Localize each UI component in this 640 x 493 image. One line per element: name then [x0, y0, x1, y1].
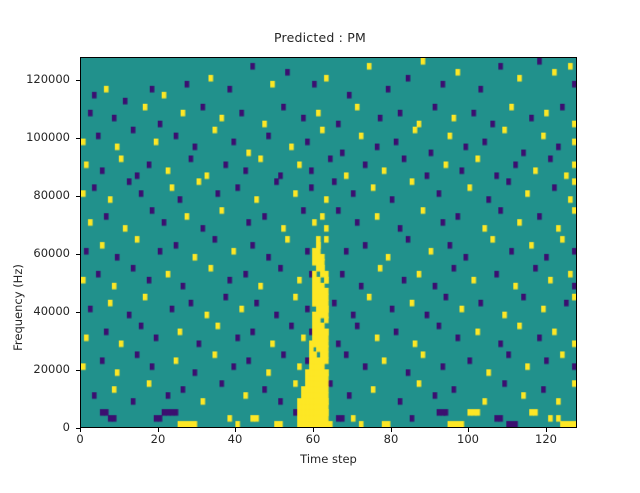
y-tick-label: 0: [62, 420, 70, 434]
heatmap-canvas: [81, 58, 576, 427]
x-tick-label: 40: [227, 432, 243, 446]
y-tick-label: 120000: [26, 72, 70, 86]
y-tick-mark: [76, 254, 80, 255]
y-tick-mark: [76, 80, 80, 81]
x-tick-label: 100: [457, 432, 479, 446]
y-tick-mark: [76, 138, 80, 139]
x-tick-label: 0: [76, 432, 84, 446]
x-tick-mark: [391, 428, 392, 432]
x-tick-mark: [546, 428, 547, 432]
y-tick-label: 60000: [33, 246, 70, 260]
x-tick-mark: [80, 428, 81, 432]
y-tick-mark: [76, 312, 80, 313]
x-tick-mark: [158, 428, 159, 432]
heatmap-axes: [80, 57, 577, 428]
y-axis-label-wrap: Frequency (Hz): [10, 57, 26, 428]
x-tick-label: 120: [535, 432, 557, 446]
y-tick-label: 20000: [33, 362, 70, 376]
y-tick-mark: [76, 370, 80, 371]
x-tick-mark: [313, 428, 314, 432]
matplotlib-figure: Predicted : PM 0 20000 40000 60000 80000 1000…: [10, 30, 577, 466]
y-tick-mark: [76, 428, 80, 429]
y-tick-label: 100000: [26, 130, 70, 144]
x-tick-mark: [235, 428, 236, 432]
x-tick-mark: [468, 428, 469, 432]
y-tick-mark: [76, 196, 80, 197]
chart-title: Predicted : PM: [274, 30, 366, 45]
y-tick-label: 80000: [33, 188, 70, 202]
y-tick-label: 40000: [33, 304, 70, 318]
x-tick-label: 20: [150, 432, 166, 446]
x-tick-label: 80: [383, 432, 399, 446]
x-tick-label: 60: [305, 432, 321, 446]
y-axis-label: Frequency (Hz): [11, 264, 25, 351]
x-axis-label: Time step: [300, 452, 357, 466]
